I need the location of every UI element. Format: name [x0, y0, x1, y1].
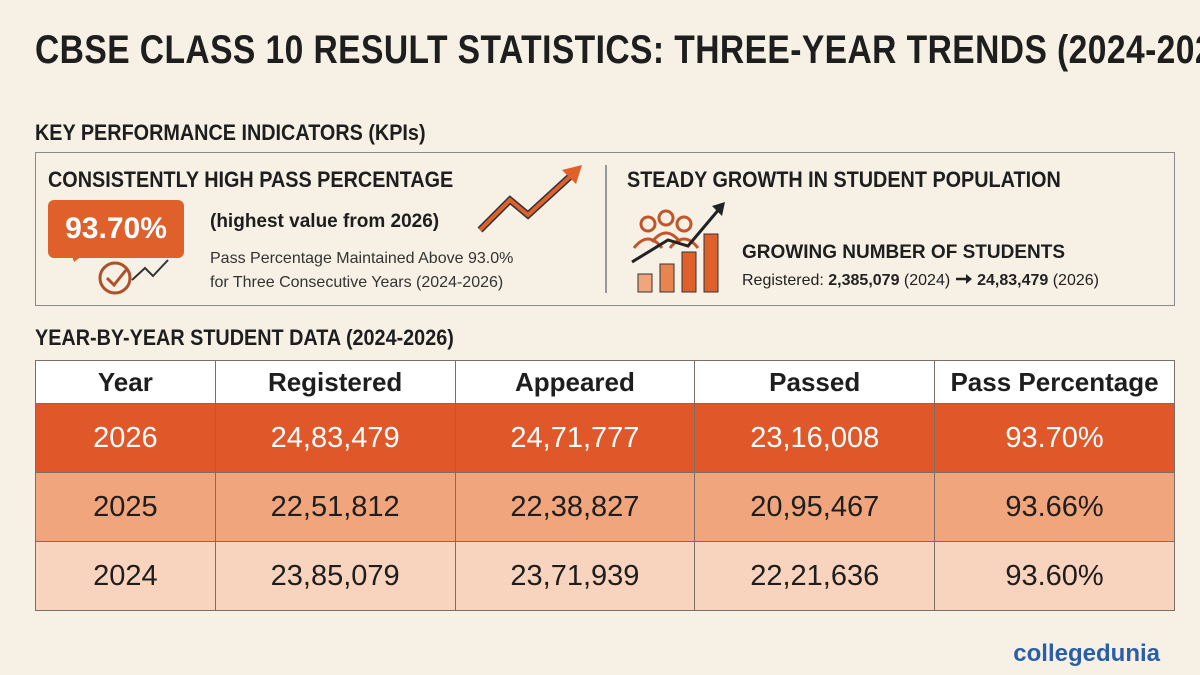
- brand: collegedunia: [1013, 640, 1160, 667]
- kpi-heading: KEY PERFORMANCE INDICATORS (KPIs): [35, 120, 426, 145]
- label: Registered:: [742, 272, 824, 289]
- column-header: Year: [35, 360, 216, 404]
- cell: 93.70%: [934, 403, 1175, 473]
- trend-arrow: [477, 165, 582, 233]
- to-year: (2026): [1052, 272, 1099, 289]
- growth-icon: [631, 202, 725, 293]
- check-icon: [70, 250, 169, 295]
- cell: 2024: [35, 541, 216, 611]
- cell: 93.66%: [934, 472, 1175, 542]
- column-header: Registered: [214, 360, 456, 404]
- cell: 24,83,479: [214, 403, 456, 473]
- cell: 24,71,777: [454, 403, 696, 473]
- kpi-box: [35, 152, 1175, 306]
- pass-line: Pass Percentage Maintained Above 93.0%: [210, 250, 514, 267]
- growth-subheading: GROWING NUMBER OF STUDENTS: [742, 242, 1065, 263]
- pass-badge: 93.70%: [48, 200, 184, 258]
- column-header: Passed: [694, 360, 936, 404]
- cell: 20,95,467: [694, 472, 936, 542]
- divider: [605, 165, 607, 293]
- column-header: Pass Percentage: [934, 360, 1175, 404]
- from-value: 2,385,079: [828, 272, 900, 289]
- growth-line: Registered: 2,385,079 (2024) 24,83,479 (…: [742, 272, 1099, 290]
- column-header: Appeared: [454, 360, 696, 404]
- cell: 23,71,939: [454, 541, 696, 611]
- cell: 22,38,827: [454, 472, 696, 542]
- table-heading: YEAR-BY-YEAR STUDENT DATA (2024-2026): [35, 325, 454, 350]
- pass-heading: CONSISTENTLY HIGH PASS PERCENTAGE: [48, 167, 454, 192]
- cell: 23,16,008: [694, 403, 936, 473]
- data-row: 2026 24,83,479 24,71,777 23,16,008 93.70%: [35, 403, 1175, 473]
- growth-heading: STEADY GROWTH IN STUDENT POPULATION: [627, 167, 1061, 192]
- from-year: (2024): [903, 272, 951, 289]
- cell: 2025: [35, 472, 216, 542]
- cell: 23,85,079: [214, 541, 456, 611]
- data-table: Year Registered Appeared Passed Pass Percent…: [35, 360, 1175, 611]
- data-row: 2025 22,51,812 22,38,827 20,95,467 93.66%: [35, 472, 1175, 542]
- title: CBSE CLASS 10 RESULT STATISTICS: THREE-Y…: [35, 28, 1200, 72]
- to-value: 24,83,479: [977, 272, 1049, 289]
- data-row: 2024 23,85,079 23,71,939 22,21,636 93.60%: [35, 541, 1175, 611]
- arrow: [955, 274, 972, 284]
- cell: 22,21,636: [694, 541, 936, 611]
- pass-note: (highest value from 2026): [210, 211, 440, 232]
- cell: 93.60%: [934, 541, 1175, 611]
- cell: 2026: [35, 403, 216, 473]
- header-row: Year Registered Appeared Passed Pass Percent…: [35, 360, 1175, 404]
- cell: 22,51,812: [214, 472, 456, 542]
- pass-line: for Three Consecutive Years (2024-2026): [210, 274, 504, 291]
